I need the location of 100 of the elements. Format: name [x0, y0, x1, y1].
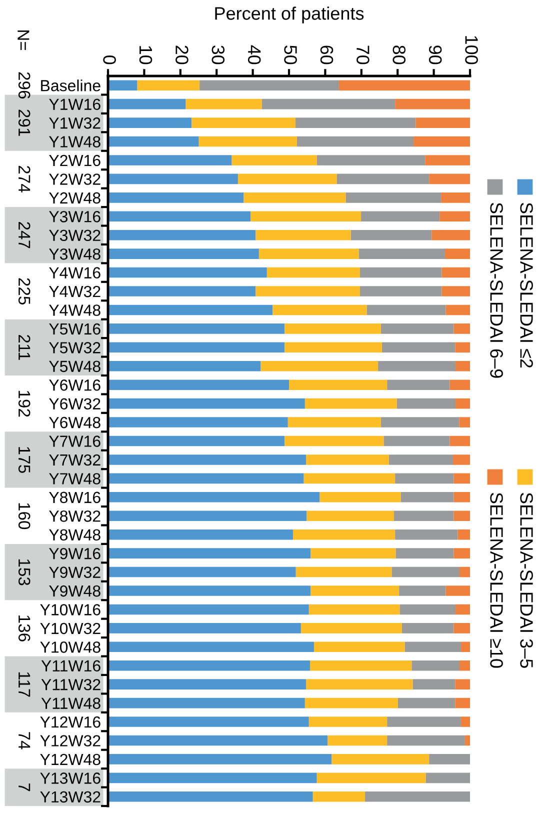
bar — [380, 417, 460, 428]
text: 175 — [18, 447, 30, 473]
bar — [442, 286, 470, 296]
bar — [404, 642, 461, 652]
bar — [454, 473, 470, 484]
bar — [108, 192, 244, 203]
text: 192 — [18, 390, 30, 417]
y-tick-label: Y1W16 — [49, 98, 100, 110]
y-tick-label: Y12W16 — [40, 716, 100, 728]
bar — [400, 492, 454, 502]
bar — [346, 192, 442, 203]
bar — [108, 398, 305, 409]
bar — [441, 192, 470, 203]
bar — [361, 211, 440, 222]
bar — [316, 155, 426, 166]
y-tick-label: Y4W16 — [49, 267, 100, 278]
bar — [108, 248, 259, 259]
bar — [108, 417, 288, 428]
y-tick-label: Y7W32 — [49, 454, 100, 466]
bar — [108, 211, 251, 222]
y-tick-label: Y10W32 — [40, 622, 100, 634]
bar — [258, 248, 359, 259]
bar — [388, 454, 453, 465]
bar — [312, 791, 366, 802]
text: 117 — [18, 672, 30, 697]
bar — [306, 510, 394, 522]
bar — [306, 454, 389, 465]
y-tick-label: Y12W32 — [40, 735, 100, 746]
y-tick-label: Y7W48 — [49, 473, 100, 484]
bar — [256, 286, 360, 296]
y-tick-label: Y5W16 — [49, 323, 100, 335]
bar — [350, 230, 432, 240]
y-tick-label: Y9W48 — [49, 585, 100, 597]
y-tick-label: Y6W16 — [49, 379, 100, 391]
bar — [300, 623, 402, 634]
y-tick-label: Y4W32 — [49, 286, 100, 298]
text: N= — [18, 30, 30, 50]
bar — [460, 642, 470, 652]
y-tick-label: Y1W48 — [49, 136, 100, 148]
bar — [429, 754, 470, 764]
bar — [394, 510, 454, 522]
bar — [445, 248, 470, 259]
bar — [442, 267, 470, 278]
bar — [456, 360, 470, 372]
bar — [446, 304, 470, 316]
bar — [432, 230, 470, 240]
bar — [108, 136, 199, 147]
bar — [382, 342, 456, 353]
y-tick-label: Y9W32 — [49, 566, 100, 578]
text: 7 — [18, 784, 30, 792]
bar — [412, 660, 460, 671]
text: 160 — [18, 503, 30, 530]
x-tick-label: 70 — [356, 46, 370, 64]
y-tick-label: Y2W16 — [49, 154, 100, 166]
text: 74 — [18, 732, 30, 750]
legend-label: SELENA-SLEDAI 3–5 — [520, 492, 533, 668]
bar — [338, 80, 470, 91]
bar — [108, 492, 320, 502]
bar — [108, 754, 332, 764]
bar — [296, 118, 416, 128]
bar — [200, 80, 339, 91]
y-tick-label: Y6W48 — [49, 416, 100, 428]
y-tick-label: Baseline — [41, 80, 100, 92]
legend-label: SELENA-SLEDAI ≥10 — [490, 492, 503, 668]
bar — [108, 174, 238, 184]
bar — [232, 155, 317, 166]
bar — [387, 735, 465, 746]
y-tick-label: Y8W48 — [49, 529, 100, 541]
bar — [456, 604, 470, 615]
bar — [288, 417, 381, 428]
bar — [402, 623, 454, 634]
bar — [238, 174, 337, 184]
bar — [108, 118, 192, 128]
bar — [244, 192, 346, 203]
bar — [108, 473, 304, 484]
y-tick-label: Y12W48 — [40, 754, 100, 766]
legend-label: SELENA-SLEDAI 6–9 — [490, 202, 503, 378]
text: 274 — [18, 166, 30, 192]
bar — [262, 98, 396, 110]
bar — [304, 698, 398, 708]
y-tick-label: Y11W48 — [41, 698, 100, 709]
bar — [296, 136, 414, 147]
bar — [446, 586, 470, 596]
bar — [306, 679, 413, 690]
y-tick-label: Y9W16 — [49, 548, 100, 560]
bar — [399, 586, 446, 596]
bar — [384, 436, 450, 446]
bar — [454, 510, 470, 522]
bar — [400, 604, 456, 615]
bar — [320, 492, 401, 502]
bar — [316, 772, 426, 784]
bar — [395, 473, 454, 484]
bar — [392, 566, 460, 578]
x-tick-label: 60 — [320, 46, 334, 64]
y-tick-label: Y4W48 — [49, 304, 100, 316]
x-tick-label: 30 — [212, 45, 225, 64]
x-tick-label: 50 — [284, 46, 297, 64]
bar — [310, 586, 400, 596]
bar — [137, 80, 200, 91]
bar — [396, 548, 454, 558]
